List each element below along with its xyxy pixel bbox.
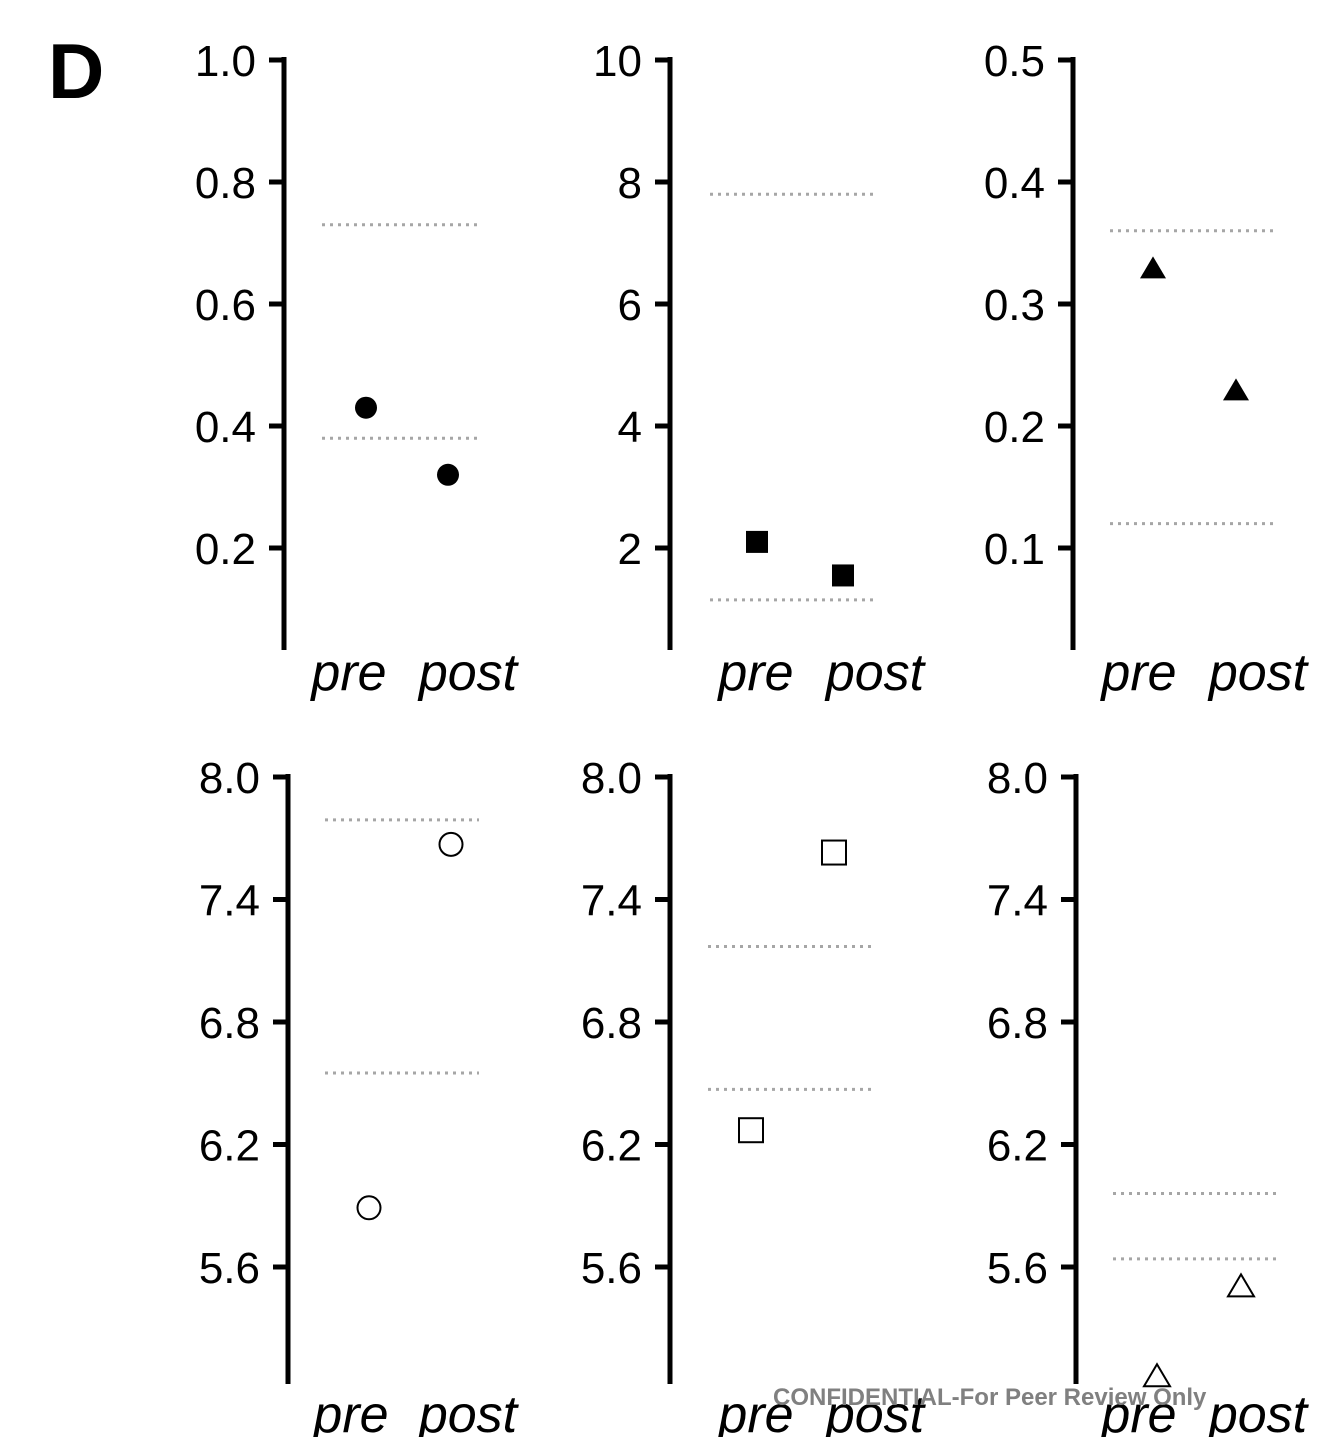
panel-2: 2 4 6 8 10 pre post — [593, 37, 927, 702]
y-tick-label: 6.8 — [199, 999, 260, 1048]
x-category-label-post: post — [824, 1386, 927, 1437]
y-tick-label: 0.2 — [195, 525, 256, 574]
y-tick-label: 0.8 — [195, 159, 256, 208]
y-tick-label: 8.0 — [581, 754, 642, 803]
panel-3: 0.1 0.2 0.3 0.4 0.5 pre post — [984, 37, 1310, 702]
y-tick-label: 8 — [618, 159, 642, 208]
y-tick-label: 0.1 — [984, 525, 1045, 574]
y-tick-label: 6.2 — [987, 1122, 1048, 1171]
data-point-post — [1223, 378, 1249, 401]
data-point-post — [1226, 1272, 1256, 1298]
data-point-pre — [746, 530, 768, 553]
y-tick-label: 5.6 — [199, 1244, 260, 1293]
panel-label: D — [48, 27, 105, 115]
y-tick-label: 7.4 — [987, 877, 1048, 926]
x-category-label-post: post — [824, 644, 927, 702]
data-point-post — [438, 831, 464, 857]
x-category-label-pre: pre — [716, 644, 793, 702]
y-tick-label: 0.4 — [195, 403, 256, 452]
data-point-post — [437, 463, 459, 486]
y-tick-label: 4 — [618, 403, 642, 452]
y-tick-label: 8.0 — [199, 754, 260, 803]
y-tick-label: 0.3 — [984, 281, 1045, 330]
panel-4: 5.6 6.2 6.8 7.4 8.0 pre post — [199, 754, 520, 1437]
x-category-label-pre: pre — [1099, 644, 1176, 702]
panel-6: 5.6 6.2 6.8 7.4 8.0 pre post — [987, 754, 1310, 1437]
panel-5: 5.6 6.2 6.8 7.4 8.0 pre post — [581, 754, 927, 1437]
y-tick-label: 7.4 — [581, 877, 642, 926]
data-point-pre — [1142, 1362, 1172, 1388]
y-tick-label: 6.2 — [581, 1122, 642, 1171]
data-point-post — [821, 839, 847, 866]
y-tick-label: 6.2 — [199, 1122, 260, 1171]
y-tick-label: 2 — [618, 525, 642, 574]
x-category-label-pre: pre — [311, 1386, 388, 1437]
y-tick-label: 5.6 — [987, 1244, 1048, 1293]
y-tick-label: 0.4 — [984, 159, 1045, 208]
x-category-label-post: post — [417, 1386, 520, 1437]
data-point-pre — [738, 1117, 764, 1144]
panel-1: 0.2 0.4 0.6 0.8 1.0 pre post — [195, 37, 520, 702]
y-tick-label: 8.0 — [987, 754, 1048, 803]
data-point-post — [832, 564, 854, 587]
data-point-pre — [1140, 256, 1166, 279]
x-category-label-pre: pre — [716, 1386, 793, 1437]
x-category-label-pre: pre — [309, 644, 386, 702]
y-tick-label: 0.5 — [984, 37, 1045, 86]
y-tick-label: 5.6 — [581, 1244, 642, 1293]
y-tick-label: 7.4 — [199, 877, 260, 926]
x-category-label-post: post — [1207, 644, 1310, 702]
y-tick-label: 6.8 — [581, 999, 642, 1048]
y-tick-label: 6 — [618, 281, 642, 330]
x-category-label-post: post — [417, 644, 520, 702]
x-category-label-pre: pre — [1099, 1386, 1176, 1437]
y-tick-label: 10 — [593, 37, 642, 86]
watermark: CONFIDENTIAL-For Peer Review Only — [773, 1384, 1207, 1411]
x-category-label-post: post — [1207, 1386, 1310, 1437]
data-point-pre — [355, 396, 377, 419]
y-tick-label: 1.0 — [195, 37, 256, 86]
data-point-pre — [356, 1195, 382, 1221]
y-tick-label: 0.2 — [984, 403, 1045, 452]
y-tick-label: 0.6 — [195, 281, 256, 330]
y-tick-label: 6.8 — [987, 999, 1048, 1048]
